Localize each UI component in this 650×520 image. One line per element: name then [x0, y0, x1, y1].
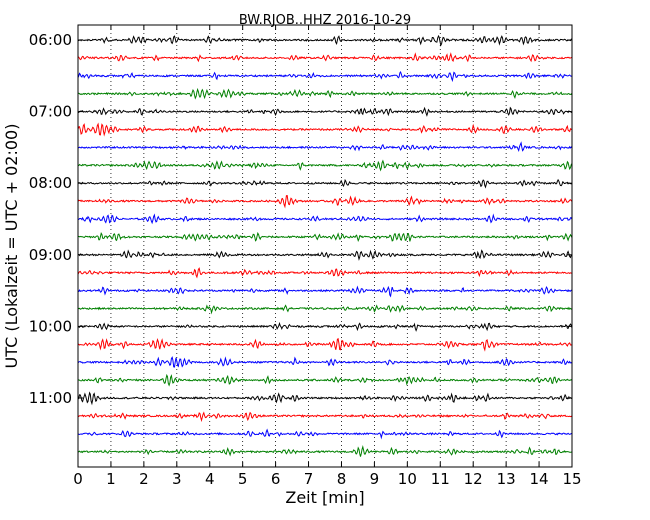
- y-tick-label-1: 07:00: [29, 103, 72, 121]
- x-tick-label-8: 8: [337, 470, 347, 488]
- x-tick-label-1: 1: [106, 470, 116, 488]
- trace-2: [77, 70, 573, 83]
- x-tick-label-10: 10: [398, 470, 417, 488]
- trace-23: [77, 444, 573, 457]
- x-tick-label-7: 7: [304, 470, 314, 488]
- plot-frame: [77, 24, 573, 468]
- trace-12: [77, 249, 573, 261]
- trace-5: [77, 122, 573, 137]
- trace-17: [77, 337, 573, 352]
- y-axis: 06:00 07:00 08:00 09:00 10:00 11:00: [29, 31, 572, 407]
- x-tick-label-2: 2: [139, 470, 149, 488]
- trace-1: [77, 52, 573, 63]
- trace-14: [77, 285, 573, 298]
- y-tick-label-4: 10:00: [29, 317, 72, 335]
- y-tick-label-3: 09:00: [29, 246, 72, 264]
- trace-19: [77, 373, 573, 387]
- trace-10: [77, 213, 573, 225]
- x-axis: 0 1 2 3 4 5 6 7 8 9 10 11 12 13 14 15: [73, 25, 582, 488]
- trace-11: [77, 231, 573, 243]
- x-tick-label-6: 6: [271, 470, 281, 488]
- x-tick-label-5: 5: [238, 470, 248, 488]
- y-axis-label: UTC (Lokalzeit = UTC + 02:00): [2, 124, 21, 369]
- y-tick-label-2: 08:00: [29, 174, 72, 192]
- trace-18: [77, 356, 573, 368]
- seismogram-traces: [77, 34, 573, 457]
- trace-8: [77, 178, 573, 189]
- y-tick-label-5: 11:00: [29, 389, 72, 407]
- trace-22: [77, 428, 573, 440]
- vertical-grid: [110, 25, 540, 467]
- x-axis-label: Zeit [min]: [285, 488, 364, 507]
- trace-0: [77, 34, 573, 47]
- trace-20: [77, 391, 573, 406]
- x-tick-label-4: 4: [205, 470, 215, 488]
- trace-13: [77, 267, 573, 279]
- x-tick-label-9: 9: [370, 470, 380, 488]
- chart-title: BW.RJOB..HHZ 2016-10-29: [239, 13, 411, 28]
- x-tick-label-15: 15: [562, 470, 581, 488]
- trace-15: [77, 304, 573, 315]
- x-tick-label-0: 0: [73, 470, 83, 488]
- trace-3: [78, 87, 573, 100]
- x-tick-label-12: 12: [464, 470, 483, 488]
- trace-21: [77, 411, 573, 423]
- trace-4: [77, 106, 573, 117]
- x-tick-label-13: 13: [497, 470, 516, 488]
- trace-9: [77, 195, 573, 209]
- trace-6: [77, 141, 573, 153]
- trace-7: [77, 159, 573, 172]
- x-tick-label-11: 11: [431, 470, 450, 488]
- y-tick-label-0: 06:00: [29, 31, 72, 49]
- x-tick-label-14: 14: [530, 470, 549, 488]
- trace-16: [77, 321, 573, 332]
- x-tick-label-3: 3: [172, 470, 182, 488]
